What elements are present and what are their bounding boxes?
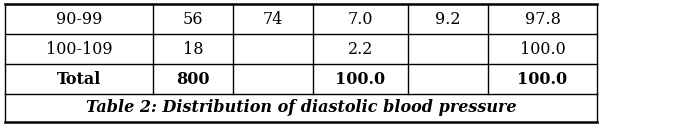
Text: 56: 56	[183, 10, 203, 27]
Text: 97.8: 97.8	[525, 10, 561, 27]
Text: 100.0: 100.0	[520, 40, 565, 58]
Text: 18: 18	[183, 40, 203, 58]
Text: 100.0: 100.0	[518, 71, 567, 87]
Text: 90-99: 90-99	[56, 10, 102, 27]
Text: 9.2: 9.2	[435, 10, 461, 27]
Text: 800: 800	[176, 71, 210, 87]
Text: Total: Total	[57, 71, 101, 87]
Text: 100-109: 100-109	[46, 40, 112, 58]
Text: 100.0: 100.0	[336, 71, 385, 87]
Text: 74: 74	[263, 10, 283, 27]
Text: 7.0: 7.0	[348, 10, 373, 27]
Text: Table 2: Distribution of diastolic blood pressure: Table 2: Distribution of diastolic blood…	[86, 99, 516, 116]
Text: 2.2: 2.2	[348, 40, 373, 58]
